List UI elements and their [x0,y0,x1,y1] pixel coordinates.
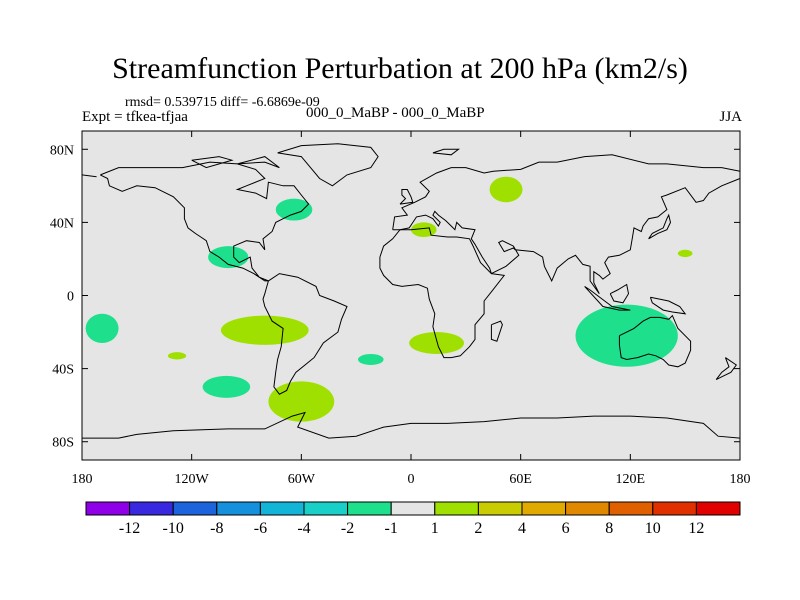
chart-title: Streamfunction Perturbation at 200 hPa (… [112,52,688,85]
case-label: 000_0_MaBP - 000_0_MaBP [306,105,485,121]
colorbar-label-9: 4 [518,520,526,537]
colorbar-swatch-12 [608,501,654,516]
colorbar-label-13: 12 [688,520,704,537]
colorbar-swatch-4 [259,501,305,516]
x-tick-label-4: 60E [509,472,532,487]
coastline-segment-7 [490,320,503,342]
colorbar-swatch-14 [695,501,741,516]
colorbar-swatch-3 [216,501,261,516]
coastline-segment-14 [399,189,414,205]
map-background [82,131,740,460]
coastline-segment-2 [262,273,348,395]
colorbar-label-0: -12 [119,520,140,537]
coastline-segment-18 [191,156,234,169]
y-tick-label-3: 40S [52,363,74,378]
anomaly-region-2 [202,375,251,398]
coastline-segment-4 [81,174,97,178]
experiment-label: Expt = tfkea-tfjaa [82,109,188,125]
coastline-segment-12 [648,213,672,240]
rmsd-diff-label: rmsd= 0.539715 diff= -6.6869e-09 [125,95,320,110]
anomaly-region-10 [489,176,523,203]
colorbar-swatch-8 [434,501,479,516]
coastline-segment-1 [277,143,379,187]
colorbar-label-10: 6 [562,520,570,537]
colorbar-label-2: -8 [210,520,223,537]
colorbar-swatch-10 [521,501,567,516]
x-tick-label-1: 120W [175,472,210,487]
coastline-segment-5 [392,178,741,294]
y-axis: 80N 40N 0 40S 80S [50,143,740,451]
coastline-segment-13 [715,357,738,381]
x-axis: 180 120W 60W 0 60E 120E 180 [72,131,751,487]
colorbar-swatch-0 [85,501,131,516]
anomaly-region-1 [167,352,187,360]
coastline-segment-0 [100,161,310,282]
colorbar-label-3: -6 [254,520,267,537]
colorbar-label-6: -1 [385,520,398,537]
anomaly-region-7 [357,353,384,365]
coastline-segment-16 [432,148,460,156]
colorbar-swatch-9 [477,501,523,516]
coastline-segment-8 [618,314,692,368]
anomaly-region-0 [85,313,119,344]
anomaly-region-4 [220,315,309,345]
y-tick-label-2: 0 [67,290,74,305]
x-tick-label-6: 180 [730,472,751,487]
season-label: JJA [719,109,742,125]
x-tick-label-0: 180 [72,472,93,487]
colorbar-swatch-11 [565,501,610,516]
colorbar-swatch-1 [129,501,174,516]
coastline-segment-9 [649,296,687,315]
colorbar-label-12: 10 [645,520,661,537]
colorbar: -12 -10 -8 -6 -4 -2 -1 1 2 4 6 8 10 12 [85,501,741,537]
coastline-segment-10 [584,285,631,311]
y-tick-label-4: 80S [52,436,74,451]
colorbar-swatch-13 [652,501,697,516]
y-tick-label-1: 40N [50,216,74,231]
colorbar-swatch-2 [172,501,218,516]
coastline-segment-15 [82,411,741,439]
anomaly-fields [85,176,693,422]
coastline-segment-6 [379,227,506,359]
colorbar-swatch-6 [347,501,392,516]
colorbar-swatch-7 [390,501,436,516]
y-tick-label-0: 80N [50,143,74,158]
colorbar-label-11: 8 [605,520,613,537]
colorbar-label-1: -10 [163,520,184,537]
colorbar-label-4: -4 [297,520,310,537]
anomaly-region-3 [208,246,249,269]
colorbar-label-8: 2 [474,520,482,537]
coastline-segment-3 [392,154,741,230]
coastlines [81,143,741,439]
anomaly-region-11 [575,304,678,367]
colorbar-swatch-5 [303,501,349,516]
anomaly-region-12 [677,249,693,258]
x-tick-label-5: 120E [616,472,646,487]
coastline-segment-11 [609,283,630,304]
colorbar-label-7: 1 [431,520,439,537]
anomaly-region-5 [275,198,313,221]
x-tick-label-3: 0 [408,472,415,487]
x-tick-label-2: 60W [288,472,316,487]
anomaly-region-6 [268,381,335,422]
anomaly-region-9 [409,332,465,354]
coastline-segment-17 [237,156,280,169]
colorbar-label-5: -2 [341,520,354,537]
